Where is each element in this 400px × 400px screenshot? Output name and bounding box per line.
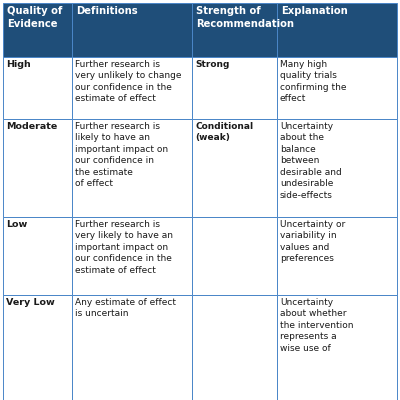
Bar: [192, 295, 277, 400]
Bar: [72, 57, 192, 119]
Text: Moderate: Moderate: [6, 122, 57, 131]
Text: Very Low: Very Low: [6, 298, 55, 307]
Text: Strong: Strong: [195, 60, 230, 69]
Bar: [277, 295, 397, 400]
Text: Uncertainty
about whether
the intervention
represents a
wise use of: Uncertainty about whether the interventi…: [280, 298, 353, 353]
Text: Definitions: Definitions: [76, 6, 138, 16]
Bar: [277, 119, 397, 217]
Text: Quality of
Evidence: Quality of Evidence: [7, 6, 62, 29]
Bar: [72, 295, 192, 400]
Text: High: High: [6, 60, 31, 69]
Bar: [277, 3, 397, 57]
Text: Explanation: Explanation: [281, 6, 348, 16]
Bar: [72, 119, 192, 217]
Text: Any estimate of effect
is uncertain: Any estimate of effect is uncertain: [75, 298, 176, 318]
Bar: [192, 57, 277, 119]
Bar: [277, 217, 397, 295]
Text: Low: Low: [6, 220, 27, 229]
Text: Further research is
likely to have an
important impact on
our confidence in
the : Further research is likely to have an im…: [75, 122, 168, 188]
Bar: [72, 217, 192, 295]
Bar: [3, 3, 72, 57]
Text: Further research is
very unlikely to change
our confidence in the
estimate of ef: Further research is very unlikely to cha…: [75, 60, 182, 103]
Bar: [3, 295, 72, 400]
Bar: [72, 3, 192, 57]
Bar: [192, 217, 277, 295]
Bar: [3, 57, 72, 119]
Bar: [277, 57, 397, 119]
Text: Conditional
(weak): Conditional (weak): [195, 122, 253, 142]
Text: Many high
quality trials
confirming the
effect: Many high quality trials confirming the …: [280, 60, 346, 103]
Text: Further research is
very likely to have an
important impact on
our confidence in: Further research is very likely to have …: [75, 220, 173, 275]
Bar: [192, 119, 277, 217]
Text: Uncertainty or
variability in
values and
preferences: Uncertainty or variability in values and…: [280, 220, 345, 263]
Text: Uncertainty
about the
balance
between
desirable and
undesirable
side-effects: Uncertainty about the balance between de…: [280, 122, 342, 200]
Bar: [3, 119, 72, 217]
Bar: [192, 3, 277, 57]
Text: Strength of
Recommendation: Strength of Recommendation: [196, 6, 294, 29]
Bar: [3, 217, 72, 295]
